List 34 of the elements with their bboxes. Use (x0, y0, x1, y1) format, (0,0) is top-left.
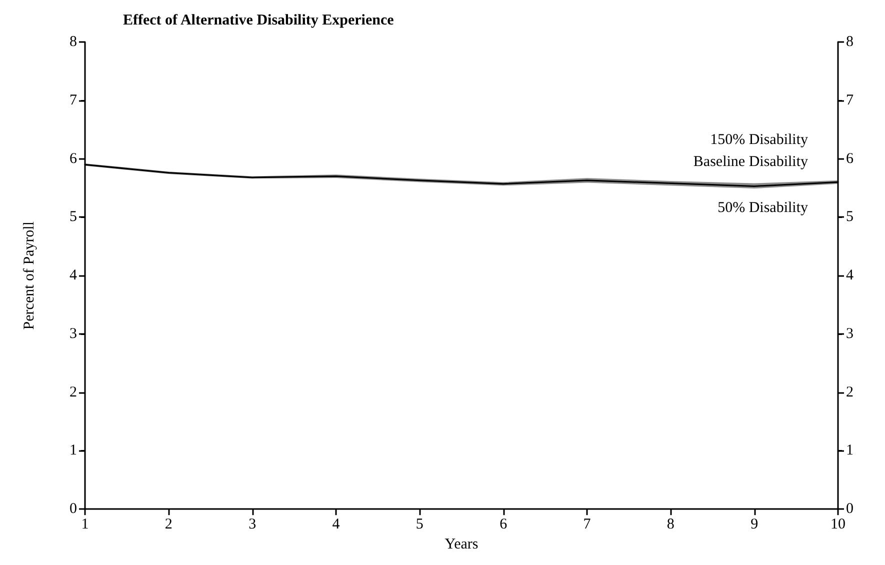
y2-tick-label: 2 (846, 384, 854, 400)
y2-tick-label: 4 (846, 268, 854, 284)
x-tick-label: 2 (164, 516, 172, 533)
x-tick-label: 1 (81, 516, 89, 533)
x-tick-label: 3 (248, 516, 256, 533)
y-tick-label: 5 (70, 209, 77, 226)
x-tick-label: 10 (830, 516, 846, 533)
y-tick-label: 3 (70, 326, 77, 342)
series-label: Baseline Disability (693, 154, 808, 170)
y-tick-label: 1 (70, 442, 77, 459)
annotation: 150% Disability (710, 132, 808, 148)
x-tick-label: 8 (666, 516, 674, 533)
y-tick-label: 7 (70, 92, 78, 108)
y2-tick-label: 3 (846, 326, 854, 342)
y2-tick-label: 0 (846, 501, 854, 518)
y-tick-label: 0 (70, 501, 77, 518)
y-tick-label: 6 (70, 150, 78, 167)
x-tick-label: 4 (332, 516, 340, 533)
chart-title: Effect of Alternative Disability Experience (123, 12, 394, 28)
y2-tick-label: 5 (846, 209, 854, 226)
y-tick-label: 2 (70, 384, 77, 400)
annotation: 50% Disability (718, 200, 808, 216)
y-axis-title: Percent of Payroll (22, 221, 38, 330)
x-tick-label: 7 (583, 516, 592, 533)
x-tick-label: 6 (500, 516, 508, 533)
x-tick-label: 9 (750, 516, 758, 533)
x-axis-title: Years (444, 536, 478, 552)
y2-tick-label: 6 (846, 150, 854, 167)
y-tick-label: 4 (70, 268, 78, 284)
y2-tick-label: 1 (846, 442, 854, 459)
x-tick-label: 5 (416, 516, 424, 533)
y2-tick-label: 8 (846, 34, 854, 50)
y2-tick-label: 7 (846, 92, 854, 108)
y-tick-label: 8 (70, 34, 77, 50)
